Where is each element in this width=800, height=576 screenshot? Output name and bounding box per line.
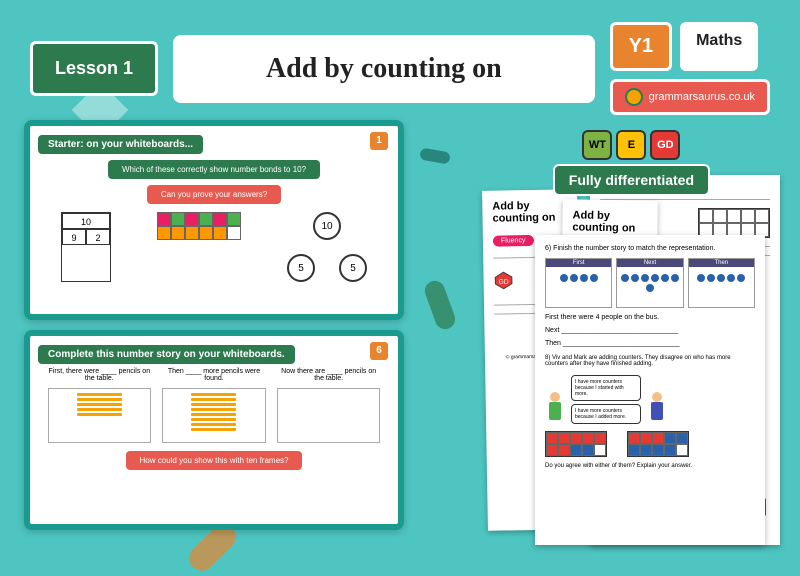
subject-badge: Maths [680,22,758,71]
slide2-number: 6 [370,342,388,360]
story-col3-text: Now there are ____ pencils on the table. [277,368,380,382]
person-mark-icon [647,392,667,427]
ten-frame-right [627,431,689,457]
slide2-header: Complete this number story on your white… [38,345,295,364]
lesson-badge: Lesson 1 [30,41,158,96]
gd-icon: GD [650,130,680,160]
year-badge: Y1 [610,22,672,71]
slide1-question: Which of these correctly show number bon… [108,160,320,179]
worksheet-4: 6) Finish the number story to match the … [535,235,765,545]
differentiation-badge: WT E GD Fully differentiated [553,130,710,196]
slide-story: Complete this number story on your white… [24,330,404,530]
person-viv-icon [545,392,565,427]
bar-model: 10 9 2 [61,212,111,282]
header: Lesson 1 Add by counting on Y1 Maths gra… [30,22,770,115]
brand-badge: grammarsaurus.co.uk [610,79,770,115]
e-icon: E [616,130,646,160]
brand-logo-icon [625,88,643,106]
ws-q8: 8) Viv and Mark are adding counters. The… [545,355,755,367]
slide1-number: 1 [370,132,388,150]
wt-icon: WT [582,130,612,160]
slide1-prompt: Can you prove your answers? [147,185,281,204]
svg-text:GD: GD [499,279,509,286]
story-col2-text: Then ____ more pencils were found. [162,368,265,382]
slide2-footer: How could you show this with ten frames? [126,451,303,470]
slide-starter: Starter: on your whiteboards... 1 Which … [24,120,404,320]
differentiation-label: Fully differentiated [553,164,710,196]
brand-text: grammarsaurus.co.uk [649,91,755,103]
story-col1-text: First, there were ____ pencils on the ta… [48,368,151,382]
ws-q6: 6) Finish the number story to match the … [545,245,755,252]
ws-q8-prompt: Do you agree with either of them? Explai… [545,463,755,469]
page-title: Add by counting on [173,35,595,103]
number-bond: 10 5 5 [287,212,367,282]
ten-frame [157,212,241,282]
ten-frame-left [545,431,607,457]
slide1-header: Starter: on your whiteboards... [38,135,203,154]
ws-q6-text: First there were 4 people on the bus. [545,314,755,321]
